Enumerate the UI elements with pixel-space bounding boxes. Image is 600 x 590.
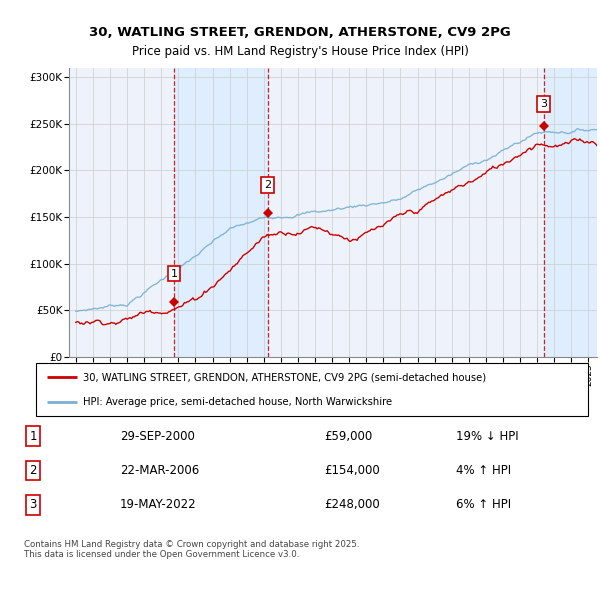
Text: 3: 3 bbox=[29, 499, 37, 512]
Text: £248,000: £248,000 bbox=[324, 499, 380, 512]
Text: 1: 1 bbox=[29, 430, 37, 442]
Text: HPI: Average price, semi-detached house, North Warwickshire: HPI: Average price, semi-detached house,… bbox=[83, 396, 392, 407]
Text: 19-MAY-2022: 19-MAY-2022 bbox=[120, 499, 197, 512]
Text: £154,000: £154,000 bbox=[324, 464, 380, 477]
Text: 22-MAR-2006: 22-MAR-2006 bbox=[120, 464, 199, 477]
Text: Contains HM Land Registry data © Crown copyright and database right 2025.
This d: Contains HM Land Registry data © Crown c… bbox=[24, 540, 359, 559]
Text: 4% ↑ HPI: 4% ↑ HPI bbox=[456, 464, 511, 477]
Text: 2: 2 bbox=[264, 180, 271, 190]
FancyBboxPatch shape bbox=[36, 363, 588, 416]
Text: 6% ↑ HPI: 6% ↑ HPI bbox=[456, 499, 511, 512]
Text: 3: 3 bbox=[540, 99, 547, 109]
Text: 30, WATLING STREET, GRENDON, ATHERSTONE, CV9 2PG: 30, WATLING STREET, GRENDON, ATHERSTONE,… bbox=[89, 26, 511, 39]
Text: 2: 2 bbox=[29, 464, 37, 477]
Text: Price paid vs. HM Land Registry's House Price Index (HPI): Price paid vs. HM Land Registry's House … bbox=[131, 45, 469, 58]
Text: 19% ↓ HPI: 19% ↓ HPI bbox=[456, 430, 518, 442]
Text: 1: 1 bbox=[170, 268, 178, 278]
Text: 29-SEP-2000: 29-SEP-2000 bbox=[120, 430, 195, 442]
Text: £59,000: £59,000 bbox=[324, 430, 372, 442]
Text: 30, WATLING STREET, GRENDON, ATHERSTONE, CV9 2PG (semi-detached house): 30, WATLING STREET, GRENDON, ATHERSTONE,… bbox=[83, 372, 486, 382]
Bar bbox=[174, 68, 268, 357]
Bar bbox=[544, 68, 597, 357]
